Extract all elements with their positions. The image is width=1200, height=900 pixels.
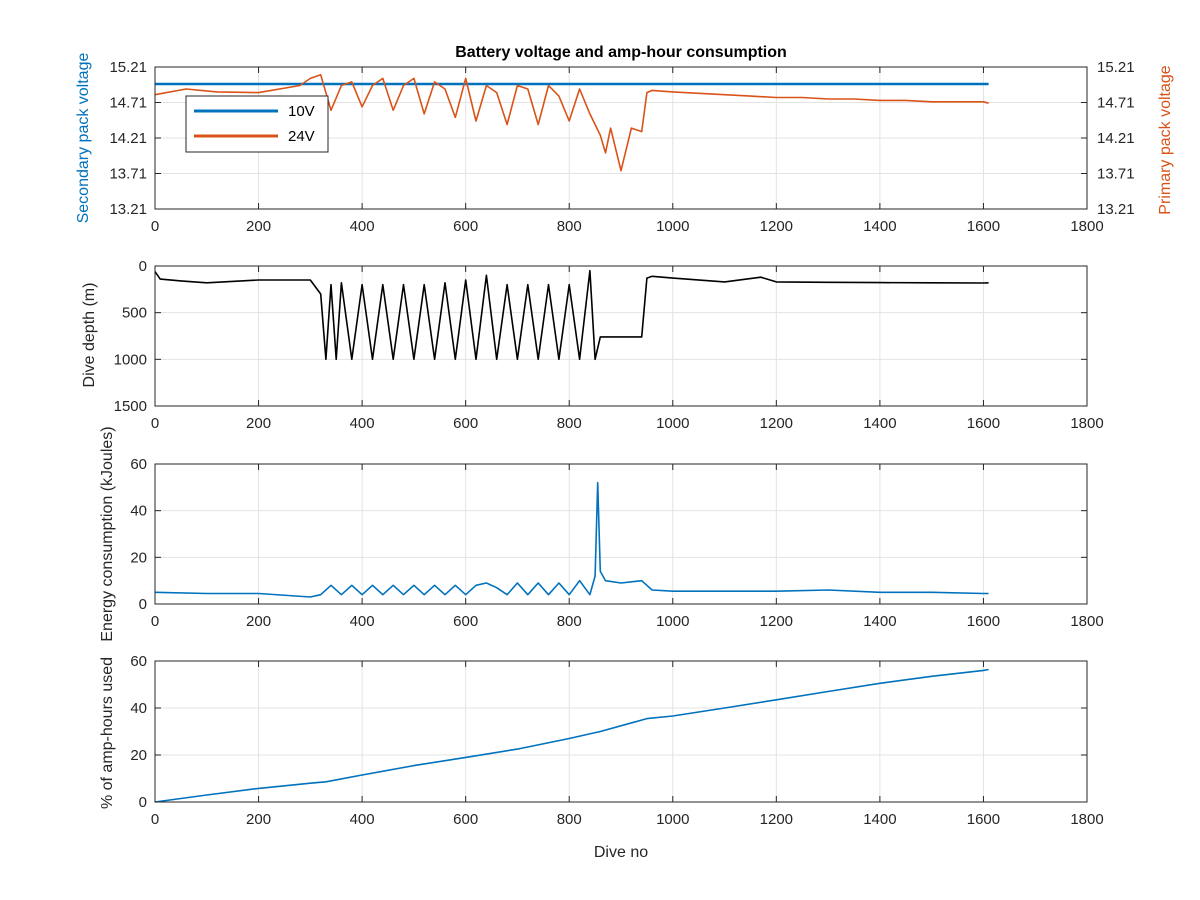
x-tick-label: 800 xyxy=(557,415,582,432)
x-tick-label: 0 xyxy=(151,218,159,235)
legend: 10V 24V xyxy=(185,95,329,153)
x-tick-label: 600 xyxy=(453,218,478,235)
x-tick-label: 0 xyxy=(151,811,159,828)
right-y-tick-label: 13.71 xyxy=(1097,166,1135,183)
x-tick-label: 1400 xyxy=(863,415,896,432)
x-tick-label: 400 xyxy=(350,811,375,828)
y-tick-label: 15.21 xyxy=(109,59,147,76)
x-tick-label: 0 xyxy=(151,415,159,432)
y-tick-label: 40 xyxy=(130,503,147,520)
plot-area xyxy=(155,464,1087,604)
x-tick-label: 1200 xyxy=(760,415,793,432)
x-tick-label: 800 xyxy=(557,613,582,630)
plot-area xyxy=(155,266,1087,406)
right-y-tick-label: 14.21 xyxy=(1097,130,1135,147)
right-y-tick-label: 13.21 xyxy=(1097,201,1135,218)
right-y-tick-label: 14.71 xyxy=(1097,95,1135,112)
x-tick-label: 1400 xyxy=(863,218,896,235)
x-tick-label: 1600 xyxy=(967,811,1000,828)
x-tick-label: 1000 xyxy=(656,218,689,235)
y-tick-label: 20 xyxy=(130,549,147,566)
x-axis-label: Dive no xyxy=(594,844,648,861)
y-tick-label: 1000 xyxy=(114,351,147,368)
x-tick-label: 1400 xyxy=(863,613,896,630)
legend-box xyxy=(185,95,329,153)
series-line xyxy=(154,269,989,361)
x-tick-label: 1400 xyxy=(863,811,896,828)
plot-frame xyxy=(154,660,1088,803)
dive-depth-panel: Dive depth (m) 0 200 400 600 800 1000 1200 1400… xyxy=(81,258,1104,432)
y-tick-label: 13.21 xyxy=(109,201,147,218)
y-tick-label: 13.71 xyxy=(109,166,147,183)
legend-label-10v: 10V xyxy=(288,103,315,120)
x-tick-label: 200 xyxy=(246,613,271,630)
x-tick-label: 1200 xyxy=(760,613,793,630)
x-tick-label: 1800 xyxy=(1070,218,1103,235)
amp-hours-panel: % of amp-hours used Dive no 0 200 400 600 80… xyxy=(99,653,1104,861)
x-tick-label: 1000 xyxy=(656,415,689,432)
plot-frame xyxy=(154,66,1088,210)
y-tick-label: 14.21 xyxy=(109,130,147,147)
left-y-axis-label: Secondary pack voltage xyxy=(75,53,92,224)
x-tick-label: 1600 xyxy=(967,613,1000,630)
y-tick-label: 40 xyxy=(130,700,147,717)
x-tick-label: 1000 xyxy=(656,811,689,828)
energy-y-axis-label: Energy consumption (kJoules) xyxy=(99,426,116,641)
x-tick-label: 1800 xyxy=(1070,613,1103,630)
series-line-24v xyxy=(154,74,989,172)
plot-frame xyxy=(154,463,1088,605)
y-tick-label: 60 xyxy=(130,653,147,670)
x-tick-label: 400 xyxy=(350,415,375,432)
y-tick-label: 20 xyxy=(130,747,147,764)
x-tick-label: 1000 xyxy=(656,613,689,630)
y-tick-label: 500 xyxy=(122,305,147,322)
x-tick-label: 0 xyxy=(151,613,159,630)
x-tick-label: 800 xyxy=(557,811,582,828)
x-tick-label: 1600 xyxy=(967,415,1000,432)
x-tick-label: 800 xyxy=(557,218,582,235)
x-tick-label: 1800 xyxy=(1070,811,1103,828)
amp-hours-y-axis-label: % of amp-hours used xyxy=(99,657,116,809)
series-line xyxy=(154,668,989,803)
right-y-tick-label: 15.21 xyxy=(1097,59,1135,76)
chart-title: Battery voltage and amp-hour consumption xyxy=(455,44,787,61)
x-tick-label: 1200 xyxy=(760,811,793,828)
x-tick-label: 400 xyxy=(350,613,375,630)
plot-area xyxy=(155,661,1087,802)
plot-frame xyxy=(154,265,1088,407)
y-tick-label: 0 xyxy=(139,596,147,613)
x-tick-label: 200 xyxy=(246,415,271,432)
y-tick-label: 60 xyxy=(130,456,147,473)
x-tick-label: 1200 xyxy=(760,218,793,235)
energy-panel: Energy consumption (kJoules) 0 200 400 600 8… xyxy=(99,426,1104,641)
y-tick-label: 0 xyxy=(139,258,147,275)
x-tick-label: 600 xyxy=(453,811,478,828)
y-tick-label: 14.71 xyxy=(109,95,147,112)
y-tick-label: 1500 xyxy=(114,398,147,415)
x-tick-label: 600 xyxy=(453,415,478,432)
depth-y-axis-label: Dive depth (m) xyxy=(81,283,98,388)
right-y-axis-label: Primary pack voltage xyxy=(1157,65,1174,214)
y-tick-label: 0 xyxy=(139,794,147,811)
x-tick-label: 200 xyxy=(246,811,271,828)
x-tick-label: 400 xyxy=(350,218,375,235)
series-line xyxy=(154,481,989,598)
legend-label-24v: 24V xyxy=(288,128,315,145)
x-tick-label: 600 xyxy=(453,613,478,630)
x-tick-label: 200 xyxy=(246,218,271,235)
x-tick-label: 1600 xyxy=(967,218,1000,235)
x-tick-label: 1800 xyxy=(1070,415,1103,432)
